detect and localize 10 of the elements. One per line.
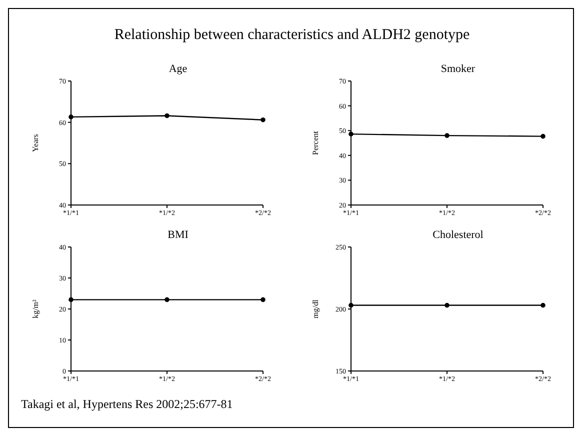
y-axis-title: Percent [310, 130, 320, 155]
text: Takagi et al, Hypertens Res 2002;25:677-81 [21, 397, 233, 412]
y-axis-title: mg/dl [310, 298, 320, 318]
chart-title: Age [168, 63, 188, 75]
chart-title: Smoker [440, 63, 476, 75]
text: Relationship between characteristics and ALDH2 genotype [113, 27, 471, 44]
chart-title: BMI [166, 229, 190, 241]
y-axis-title: kg/m² [30, 298, 40, 318]
chart-title: Cholesterol [432, 229, 484, 241]
y-axis-title: Years [30, 134, 40, 152]
